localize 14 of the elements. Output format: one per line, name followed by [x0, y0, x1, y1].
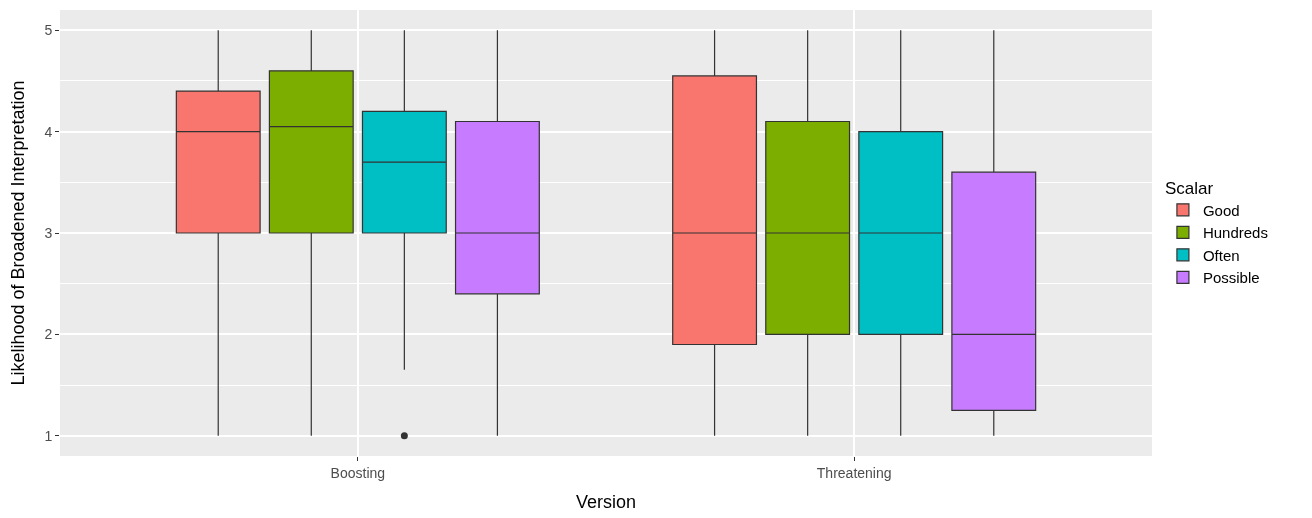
- x-axis-title: Version: [575, 491, 637, 512]
- legend-title: Scalar: [1164, 178, 1214, 198]
- legend-label: Often: [1202, 246, 1240, 264]
- x-tick-label: Threatening: [816, 464, 892, 481]
- y-axis-title: Likelihood of Broadened Interpretation: [7, 80, 28, 386]
- y-tick-label: 3: [44, 224, 53, 241]
- legend-label: Good: [1202, 201, 1240, 219]
- y-tick-label: 1: [44, 427, 53, 444]
- x-tick-label: Boosting: [330, 464, 386, 481]
- legend-label: Possible: [1202, 269, 1260, 287]
- y-tick-label: 2: [44, 326, 53, 343]
- y-tick-label: 5: [44, 22, 53, 39]
- y-tick-label: 4: [44, 123, 53, 140]
- legend-label: Hundreds: [1202, 224, 1268, 242]
